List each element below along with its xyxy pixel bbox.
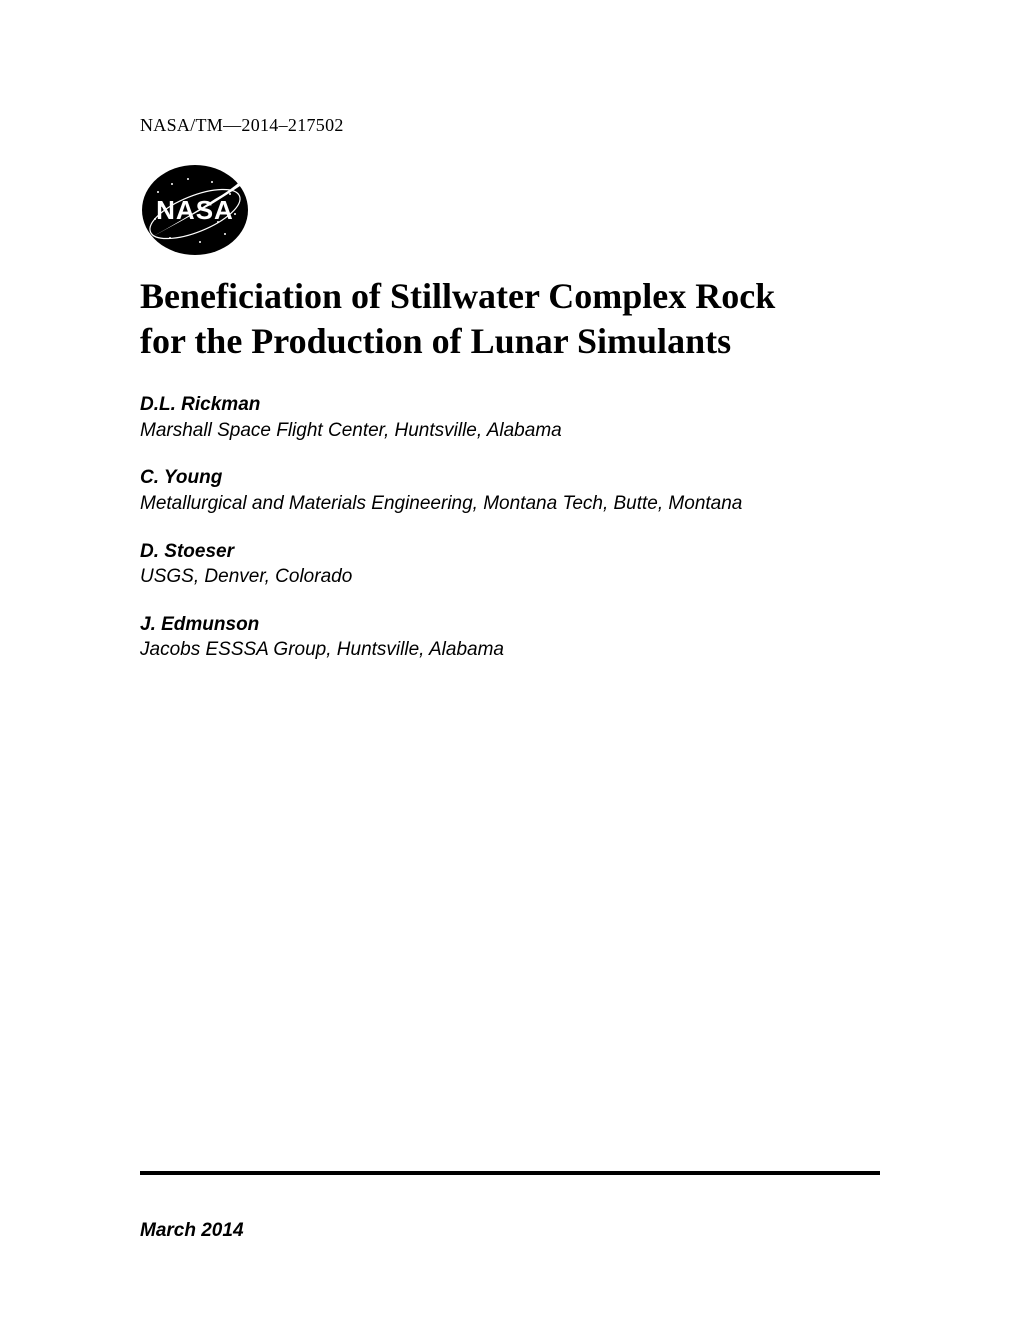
title-line-2: for the Production of Lunar Simulants xyxy=(140,321,731,361)
author-name: D. Stoeser xyxy=(140,539,880,565)
publication-date: March 2014 xyxy=(140,1220,244,1242)
author-block: C. Young Metallurgical and Materials Eng… xyxy=(140,465,880,516)
nasa-logo: NASA xyxy=(140,164,250,256)
author-name: C. Young xyxy=(140,465,880,491)
author-affiliation: USGS, Denver, Colorado xyxy=(140,564,880,590)
author-affiliation: Marshall Space Flight Center, Huntsville… xyxy=(140,418,880,444)
author-name: J. Edmunson xyxy=(140,612,880,638)
horizontal-rule xyxy=(140,1171,880,1175)
author-affiliation: Metallurgical and Materials Engineering,… xyxy=(140,491,880,517)
document-title: Beneficiation of Stillwater Complex Rock… xyxy=(140,274,880,364)
title-line-1: Beneficiation of Stillwater Complex Rock xyxy=(140,276,775,316)
author-affiliation: Jacobs ESSSA Group, Huntsville, Alabama xyxy=(140,637,880,663)
report-number: NASA/TM—2014–217502 xyxy=(140,115,880,136)
svg-text:NASA: NASA xyxy=(156,195,234,225)
author-name: D.L. Rickman xyxy=(140,392,880,418)
author-block: J. Edmunson Jacobs ESSSA Group, Huntsvil… xyxy=(140,612,880,663)
author-block: D. Stoeser USGS, Denver, Colorado xyxy=(140,539,880,590)
author-block: D.L. Rickman Marshall Space Flight Cente… xyxy=(140,392,880,443)
